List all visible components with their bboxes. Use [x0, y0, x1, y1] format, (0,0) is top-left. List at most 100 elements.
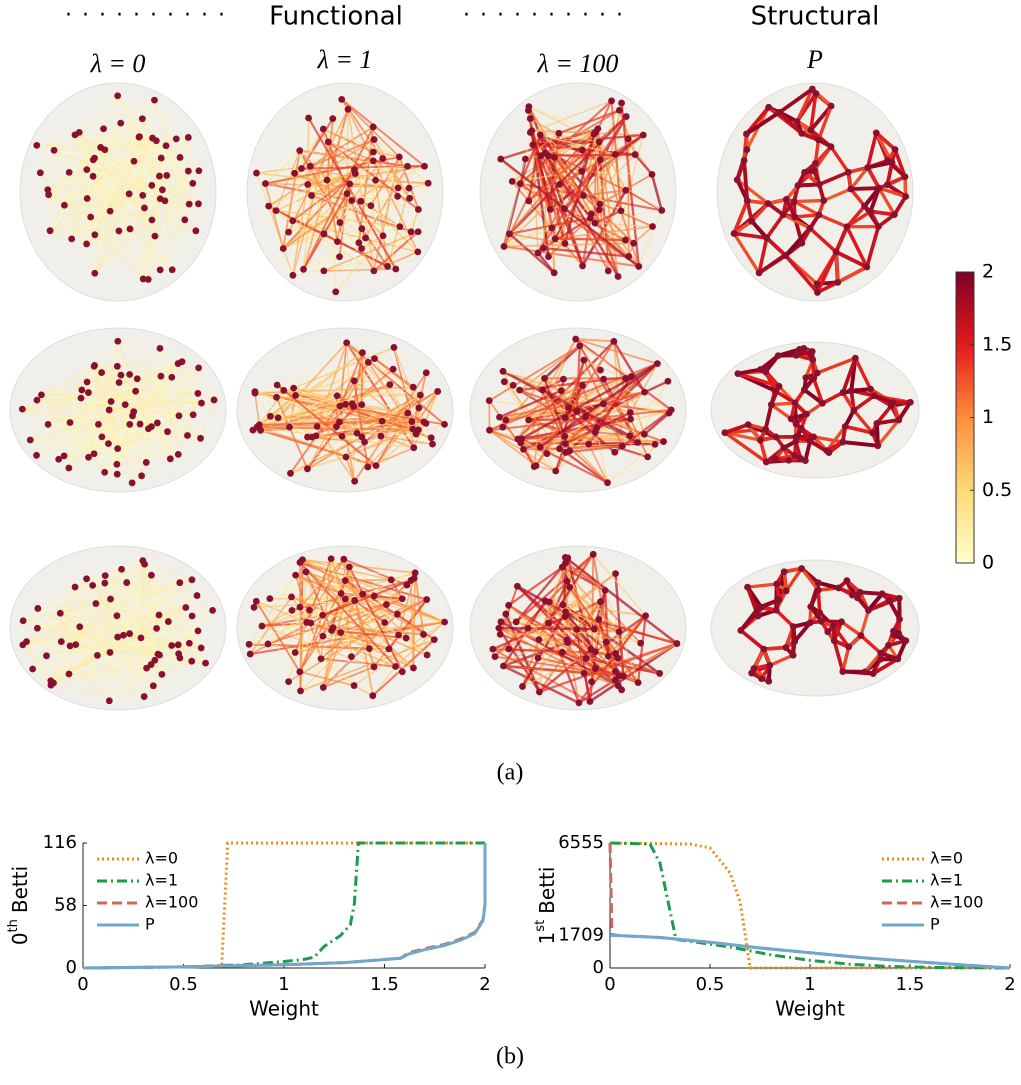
brain-edge — [79, 132, 199, 172]
brain-edge — [816, 356, 856, 375]
brain-node — [389, 365, 397, 373]
brain-edge — [583, 672, 619, 687]
brain-edge — [818, 213, 848, 229]
brain-node — [582, 655, 590, 662]
brain-node — [801, 457, 809, 464]
colorbar-tick-label: 1.5 — [982, 333, 1012, 355]
brain-node — [550, 269, 558, 277]
brain-node — [653, 360, 661, 368]
brain-edge — [866, 592, 884, 612]
brain-node — [560, 375, 567, 383]
brain-node — [394, 610, 401, 618]
brain-node — [546, 598, 553, 606]
brain-edge — [116, 615, 119, 638]
brain-node — [757, 366, 764, 373]
brain-node — [317, 655, 325, 663]
brain-edge — [733, 231, 767, 240]
brain-node — [394, 184, 402, 192]
brain-edge — [200, 399, 215, 439]
brain-edge — [863, 652, 882, 673]
brain-node — [50, 679, 57, 687]
brain-node — [147, 661, 155, 668]
brain-node — [210, 396, 218, 404]
brain-node — [622, 236, 629, 244]
brain-node — [596, 156, 604, 164]
brain-node — [754, 612, 762, 620]
brain-edge — [568, 586, 639, 684]
brain-edge — [874, 423, 880, 446]
brain-edge — [69, 404, 126, 423]
brain-edge — [267, 580, 346, 645]
brain-edge — [360, 248, 375, 272]
brain-edge — [159, 348, 179, 364]
brain-edge — [750, 219, 769, 240]
panel-label: (a) — [497, 760, 524, 786]
brain-edge — [582, 128, 599, 196]
brain-edge — [41, 364, 95, 396]
brain-node — [743, 197, 751, 205]
brain-edge — [814, 145, 833, 165]
brain-edge — [140, 637, 181, 659]
brain-node — [300, 265, 307, 273]
brain-node — [163, 172, 171, 179]
brain-node — [19, 617, 27, 625]
brain-node — [395, 631, 402, 639]
brain-node — [71, 583, 79, 591]
brain-edge — [503, 242, 634, 248]
brain-node — [500, 662, 507, 670]
brain-edge — [322, 598, 347, 688]
brain-node — [414, 426, 422, 434]
brain-node — [890, 631, 898, 639]
brain-edge — [282, 199, 353, 250]
brain-node — [801, 169, 808, 176]
brain-edge — [554, 238, 584, 267]
brain-edge — [492, 627, 500, 650]
brain-node — [319, 125, 327, 133]
brain-node — [34, 605, 42, 612]
brain-panel — [469, 327, 687, 493]
brain-node — [304, 465, 311, 473]
brain-edge — [354, 165, 408, 170]
brain-edge — [80, 398, 105, 473]
brain-node — [545, 619, 552, 627]
brain-node — [421, 162, 428, 170]
brain-node — [370, 136, 378, 143]
brain-edge — [261, 609, 293, 627]
brain-panel — [469, 545, 687, 711]
brain-edge — [120, 374, 171, 460]
brain-node — [791, 399, 799, 407]
brain-edge — [784, 567, 804, 592]
brain-node — [90, 450, 98, 458]
brain-node — [814, 586, 822, 594]
brain-node — [280, 387, 288, 394]
brain-panels — [9, 82, 920, 711]
brain-panel — [19, 82, 217, 302]
brain-edge — [845, 225, 869, 268]
brain-node — [730, 230, 738, 237]
brain-edge — [64, 205, 73, 239]
brain-node — [525, 103, 533, 111]
brain-edge — [849, 187, 866, 208]
series-line — [609, 841, 1010, 970]
brain-node — [342, 453, 350, 461]
brain-node — [76, 623, 84, 631]
brain-edge — [68, 467, 118, 475]
brain-edge — [95, 603, 142, 639]
legend-label: λ=100 — [930, 893, 983, 912]
brain-node — [591, 648, 599, 656]
brain-node — [604, 479, 611, 487]
brain-edge — [354, 447, 414, 482]
brain-node — [319, 684, 327, 691]
brain-node — [782, 644, 790, 651]
brain-node — [140, 693, 148, 700]
brain-node — [197, 434, 204, 442]
brain-node — [168, 266, 176, 274]
brain-node — [559, 601, 567, 609]
brain-node — [875, 223, 882, 230]
brain-edge — [539, 362, 659, 449]
brain-edge — [86, 136, 140, 245]
brain-edge — [777, 347, 801, 358]
brain-node — [107, 595, 114, 603]
y-tick-label: 1709 — [558, 924, 604, 945]
brain-node — [106, 649, 114, 656]
